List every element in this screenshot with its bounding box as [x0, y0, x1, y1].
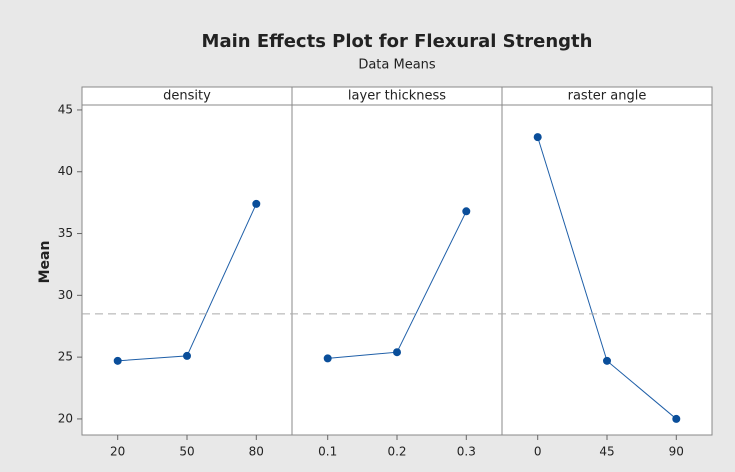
point — [603, 356, 611, 365]
y-tick-label: 45 — [58, 102, 73, 116]
point — [252, 199, 261, 208]
plot-area — [81, 86, 713, 436]
x-tick-label: 80 — [249, 445, 264, 459]
point — [323, 354, 332, 363]
x-tick-label: 0 — [534, 445, 542, 459]
x-tick-label: 0.1 — [318, 445, 337, 459]
panel-header: layer thickness — [348, 89, 446, 104]
y-axis-label: Mean — [37, 241, 53, 284]
panel-header: density — [163, 89, 211, 104]
x-tick-label: 0.3 — [457, 445, 476, 459]
point — [183, 351, 191, 360]
point — [672, 414, 681, 423]
x-tick-label: 20 — [110, 445, 125, 459]
point — [533, 133, 542, 142]
y-tick-label: 30 — [58, 288, 73, 302]
x-tick-label: 90 — [669, 445, 684, 459]
point — [113, 356, 122, 365]
panel-header: raster angle — [568, 89, 647, 104]
y-tick-label: 25 — [58, 350, 73, 364]
x-tick-label: 0.2 — [387, 445, 406, 459]
chart-subtitle: Data Means — [358, 58, 436, 73]
point — [393, 348, 401, 357]
y-tick-label: 20 — [58, 411, 73, 425]
chart-title: Main Effects Plot for Flexural Strength — [202, 31, 593, 52]
y-tick-label: 40 — [58, 164, 73, 178]
x-tick-label: 45 — [599, 445, 614, 459]
y-tick-label: 35 — [58, 226, 73, 240]
x-tick-label: 50 — [179, 445, 194, 459]
point — [462, 207, 471, 216]
